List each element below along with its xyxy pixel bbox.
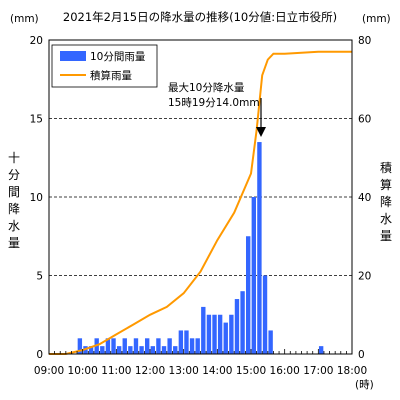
x-tick-label: 10:00	[68, 365, 98, 377]
x-tick-label: 09:00	[34, 365, 64, 377]
rain-bar	[234, 299, 240, 354]
annotation-arrow-head	[256, 127, 266, 137]
annotation-line-1: 最大10分降水量	[168, 81, 245, 94]
rain-bar	[178, 330, 184, 354]
left-y-ticks: 0 5 10 15 20	[30, 35, 43, 361]
rain-bar	[139, 346, 144, 354]
legend-line-label: 積算雨量	[90, 69, 132, 82]
legend: 10分間雨量 積算雨量	[51, 44, 158, 88]
x-tick-label: 15:00	[236, 365, 266, 377]
rain-bar	[133, 338, 139, 354]
rain-bar	[128, 346, 133, 354]
rain-bar	[206, 314, 212, 354]
legend-bar-label: 10分間雨量	[90, 51, 146, 63]
rain-bar	[145, 338, 150, 354]
rain-bar	[116, 346, 122, 354]
bar-series	[77, 142, 324, 354]
rain-bar	[246, 236, 251, 354]
right-y-ticks: 0 20 40 60 80	[358, 35, 371, 361]
left-y-tick-label: 15	[30, 114, 43, 126]
left-y-tick-label: 10	[30, 192, 43, 204]
left-y-label-char: 降	[8, 202, 20, 216]
x-tick-label: 11:00	[101, 365, 131, 377]
x-tick-label: 13:00	[169, 365, 199, 377]
left-y-label-char: 水	[8, 219, 20, 233]
rain-bar	[88, 346, 94, 354]
right-y-tick-label: 80	[358, 35, 371, 47]
left-y-tick-label: 20	[30, 35, 43, 47]
right-y-tick-label: 60	[358, 114, 371, 126]
left-y-label-char: 十	[8, 151, 20, 165]
left-y-tick-label: 5	[36, 271, 43, 283]
rain-bar	[105, 338, 111, 354]
rain-bar	[184, 330, 189, 354]
left-y-label-char: 間	[8, 185, 20, 199]
x-tick-label: 14:00	[202, 365, 232, 377]
left-axis-unit: (mm)	[10, 13, 39, 25]
x-tick-label: 17:00	[303, 365, 333, 377]
right-y-tick-label: 40	[358, 192, 371, 204]
rain-bar	[201, 306, 206, 354]
rain-bar	[77, 338, 83, 354]
x-tick-label: 16:00	[270, 365, 300, 377]
rain-bar	[173, 346, 178, 354]
x-tick-label: 18:00	[337, 365, 367, 377]
rain-bar	[122, 338, 127, 354]
rain-bar	[251, 197, 256, 354]
rain-bar	[150, 346, 155, 354]
rain-bar	[100, 346, 105, 354]
x-ticks: 09:00 10:00 11:00 12:00 13:00 14:00 15:00 16:00…	[34, 365, 367, 377]
rain-bar	[111, 338, 116, 354]
right-y-label-char: 量	[380, 229, 392, 243]
left-y-tick-label: 0	[36, 349, 43, 361]
axes	[48, 39, 353, 355]
right-y-tick-label: 0	[358, 349, 365, 361]
rain-bar	[217, 314, 223, 354]
chart-title: 2021年2月15日の降水量の推移(10分値:日立市役所)	[63, 10, 337, 24]
gridlines	[49, 118, 352, 276]
rain-bar	[262, 275, 268, 354]
x-tick-label: 12:00	[135, 365, 165, 377]
rain-bar	[161, 346, 167, 354]
cumulative-line	[49, 50, 352, 355]
rain-bar	[189, 338, 195, 354]
rain-bar	[318, 346, 324, 354]
rain-bar	[229, 314, 234, 354]
right-y-label-char: 積	[380, 160, 392, 175]
right-axis-unit: (mm)	[362, 13, 391, 25]
rain-bar	[195, 338, 200, 354]
rain-bar	[268, 330, 273, 354]
rain-bar	[223, 322, 228, 354]
right-y-tick-label: 20	[358, 271, 371, 283]
rain-bar	[257, 142, 262, 354]
right-y-label-char: 算	[380, 177, 392, 192]
right-y-label-char: 水	[380, 212, 392, 226]
left-y-label-char: 分	[8, 168, 20, 182]
left-y-label-char: 量	[8, 236, 20, 250]
x-axis-unit: (時)	[355, 379, 374, 391]
rain-bar	[156, 338, 161, 354]
right-y-label-char: 降	[380, 195, 392, 209]
annotation-line-2: 15時19分14.0mm	[168, 97, 260, 109]
rain-bar	[240, 291, 245, 354]
legend-bar-swatch	[60, 51, 86, 61]
rain-bar	[167, 338, 172, 354]
rain-bar	[212, 314, 217, 354]
